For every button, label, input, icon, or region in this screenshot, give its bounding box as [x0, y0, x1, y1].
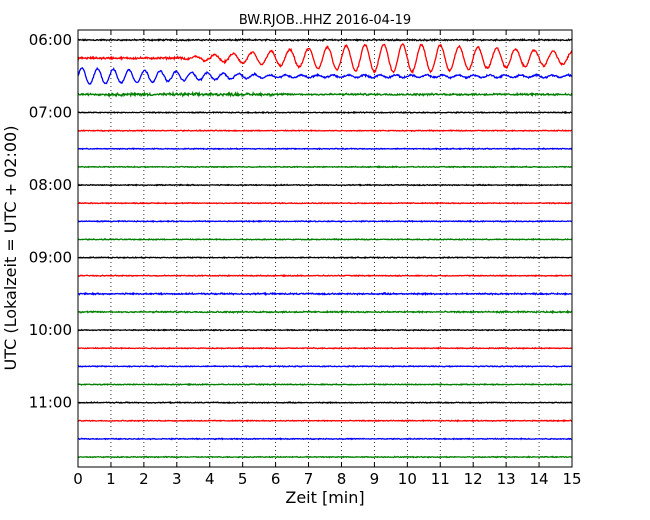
- x-tick-label: 15: [562, 470, 581, 488]
- trace-line: [77, 401, 573, 405]
- trace-line: [77, 147, 573, 151]
- x-tick-label: 6: [271, 470, 281, 488]
- x-tick-label: 13: [497, 470, 516, 488]
- trace-line: [77, 419, 573, 423]
- x-tick-label: 4: [205, 470, 215, 488]
- x-tick-label: 2: [139, 470, 149, 488]
- trace-line: [77, 90, 573, 98]
- grid-lines: [110, 30, 540, 467]
- x-tick-label: 1: [106, 470, 116, 488]
- y-axis: 06:00 07:00 08:00 09:00 10:00 11:00: [29, 31, 572, 412]
- trace-line: [77, 37, 573, 43]
- x-axis: 0 1 2 3 4 5 6 7 8 9 10 11 12 13 14 15: [73, 30, 582, 488]
- x-tick-label: 14: [530, 470, 549, 488]
- trace-line: [77, 273, 573, 278]
- y-tick-label: 08:00: [29, 176, 72, 194]
- trace-line: [77, 42, 573, 75]
- trace-line: [77, 237, 573, 241]
- trace-line: [77, 183, 573, 187]
- y-tick-label: 07:00: [29, 104, 72, 122]
- trace-group: [77, 37, 573, 459]
- y-tick-label: 11:00: [29, 394, 72, 412]
- trace-line: [77, 110, 573, 115]
- trace-line: [77, 382, 573, 387]
- y-tick-label: 09:00: [29, 249, 72, 267]
- x-tick-label: 5: [238, 470, 248, 488]
- trace-line: [77, 309, 573, 315]
- y-tick-label: 10:00: [29, 321, 72, 339]
- trace-line: [77, 364, 573, 368]
- trace-line: [77, 455, 573, 459]
- y-axis-label: UTC (Lokalzeit = UTC + 02:00): [1, 126, 20, 371]
- trace-line: [77, 346, 573, 350]
- x-tick-label: 3: [172, 470, 182, 488]
- x-tick-label: 7: [304, 470, 314, 488]
- x-tick-label: 9: [370, 470, 380, 488]
- x-tick-label: 12: [464, 470, 483, 488]
- y-tick-label: 06:00: [29, 31, 72, 49]
- trace-line: [77, 328, 573, 332]
- trace-line: [77, 219, 573, 224]
- trace-line: [77, 291, 573, 297]
- trace-line: [77, 165, 573, 169]
- x-tick-label: 11: [431, 470, 450, 488]
- plot-frame: [77, 29, 573, 468]
- trace-line: [77, 256, 573, 260]
- x-tick-label: 0: [73, 470, 83, 488]
- chart-title: BW.RJOB..HHZ 2016-04-19: [239, 13, 411, 28]
- trace-line: [77, 66, 573, 85]
- trace-line: [77, 437, 573, 441]
- trace-line: [77, 201, 573, 205]
- x-tick-label: 10: [398, 470, 417, 488]
- x-tick-label: 8: [337, 470, 347, 488]
- x-axis-label: Zeit [min]: [285, 488, 364, 507]
- trace-line: [77, 129, 573, 133]
